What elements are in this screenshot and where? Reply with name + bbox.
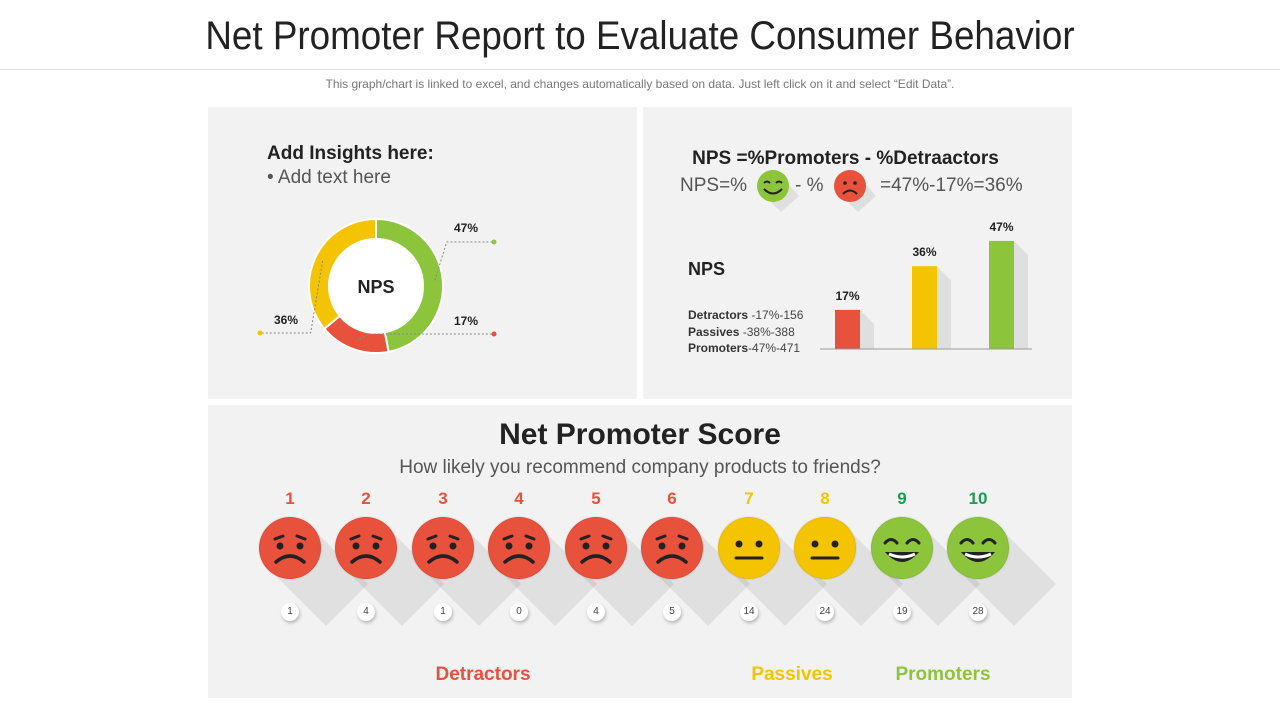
nps-formula-prefix: NPS=% xyxy=(680,175,748,196)
formula-sad-icon xyxy=(834,170,876,212)
sad-face-icon[interactable] xyxy=(487,516,597,626)
response-count-1: 1 xyxy=(281,603,299,621)
score-title: Net Promoter Score xyxy=(499,418,781,451)
sad-face-icon[interactable] xyxy=(564,516,674,626)
insights-title: Add Insights here: xyxy=(267,143,434,164)
response-count-4: 0 xyxy=(510,603,528,621)
response-count-10: 28 xyxy=(969,603,987,621)
breakdown-detractors: Detractors -17%-156 xyxy=(688,308,804,322)
sad-face-icon[interactable] xyxy=(640,516,750,626)
scale-number-8: 8 xyxy=(820,489,830,508)
breakdown-promoters: Promoters-47%-471 xyxy=(688,341,801,355)
insights-bullet[interactable]: • Add text here xyxy=(267,167,391,188)
nps-formula-title: NPS =%Promoters - %Detraactors xyxy=(692,148,999,169)
sad-face-icon[interactable] xyxy=(334,516,444,626)
nps-bar-label: NPS xyxy=(688,259,726,279)
neutral-face-icon[interactable] xyxy=(717,516,827,626)
response-count-3: 1 xyxy=(434,603,452,621)
sad-face-icon[interactable] xyxy=(258,516,368,626)
score-question: How likely you recommend company product… xyxy=(399,457,881,478)
page-title: Net Promoter Report to Evaluate Consumer… xyxy=(205,14,1075,58)
edit-data-note: This graph/chart is linked to excel, and… xyxy=(325,77,955,91)
nps-formula-result: =47%-17%=36% xyxy=(880,175,1023,196)
scale-number-3: 3 xyxy=(438,489,448,508)
scale-number-9: 9 xyxy=(897,489,907,508)
response-count-8: 24 xyxy=(816,603,834,621)
response-count-6: 5 xyxy=(663,603,681,621)
scale-number-6: 6 xyxy=(667,489,677,508)
insights-bullet-text[interactable]: Add text here xyxy=(277,167,391,188)
response-count-2: 4 xyxy=(357,603,375,621)
scale-number-2: 2 xyxy=(361,489,371,508)
sad-face-icon[interactable] xyxy=(411,516,521,626)
neutral-face-icon[interactable] xyxy=(793,516,903,626)
response-count-9: 19 xyxy=(893,603,911,621)
response-count-7: 14 xyxy=(740,603,758,621)
group-label-passives: Passives xyxy=(751,664,833,685)
scale-number-4: 4 xyxy=(514,489,524,508)
title-divider xyxy=(0,69,1280,70)
scale-number-1: 1 xyxy=(285,489,295,508)
scale-number-5: 5 xyxy=(591,489,601,508)
happy-face-icon[interactable] xyxy=(946,516,1056,626)
scale-number-7: 7 xyxy=(744,489,754,508)
breakdown-passives: Passives -38%-388 xyxy=(688,325,795,339)
scale-number-10: 10 xyxy=(968,489,988,508)
formula-happy-icon xyxy=(757,170,799,212)
happy-face-icon[interactable] xyxy=(870,516,980,626)
group-label-detractors: Detractors xyxy=(435,664,531,685)
response-count-5: 4 xyxy=(587,603,605,621)
group-label-promoters: Promoters xyxy=(895,664,991,685)
nps-formula-minus: - % xyxy=(795,175,824,196)
